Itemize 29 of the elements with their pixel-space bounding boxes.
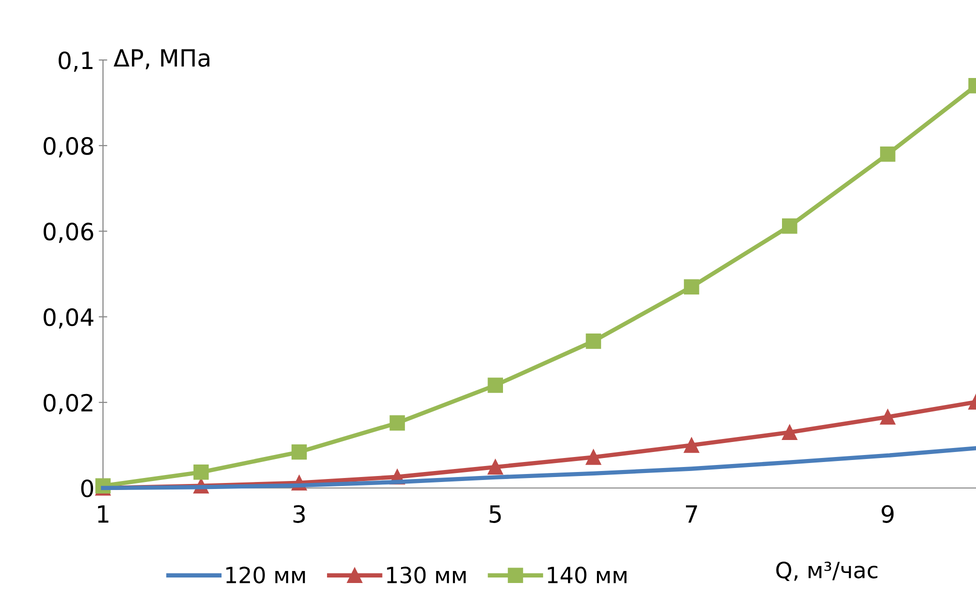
legend-label: 130 мм bbox=[387, 566, 466, 584]
point bbox=[880, 146, 896, 162]
point bbox=[586, 450, 602, 465]
y-tick-label: 0,02 bbox=[44, 394, 92, 414]
point bbox=[586, 334, 602, 349]
point bbox=[488, 378, 503, 393]
y-tick-label: 0,06 bbox=[44, 222, 94, 243]
x-tick-label: 5 bbox=[490, 505, 501, 523]
y-tick-label: 0,08 bbox=[44, 137, 94, 158]
x-tick-label: 7 bbox=[686, 505, 698, 523]
y-tick-label: 0 bbox=[81, 479, 94, 498]
x-tick-label: 1 bbox=[98, 505, 108, 523]
point bbox=[390, 415, 405, 431]
point bbox=[782, 218, 798, 234]
y-tick-label: 0,04 bbox=[44, 308, 94, 329]
point bbox=[292, 444, 307, 460]
point bbox=[193, 464, 209, 480]
point bbox=[684, 279, 700, 294]
y-tick-label: 0,1 bbox=[58, 51, 92, 72]
point bbox=[488, 459, 503, 475]
x-tick-label: 9 bbox=[882, 505, 894, 523]
point bbox=[684, 438, 700, 453]
y-axis-title: ΔP, МПа bbox=[114, 49, 210, 70]
point bbox=[880, 409, 896, 425]
x-axis-title: Q, м³/час bbox=[776, 562, 878, 581]
legend-label: 120 мм bbox=[226, 566, 305, 584]
point bbox=[782, 424, 798, 440]
legend-label: 140 мм bbox=[548, 566, 626, 584]
x-tick-label: 3 bbox=[293, 505, 305, 523]
